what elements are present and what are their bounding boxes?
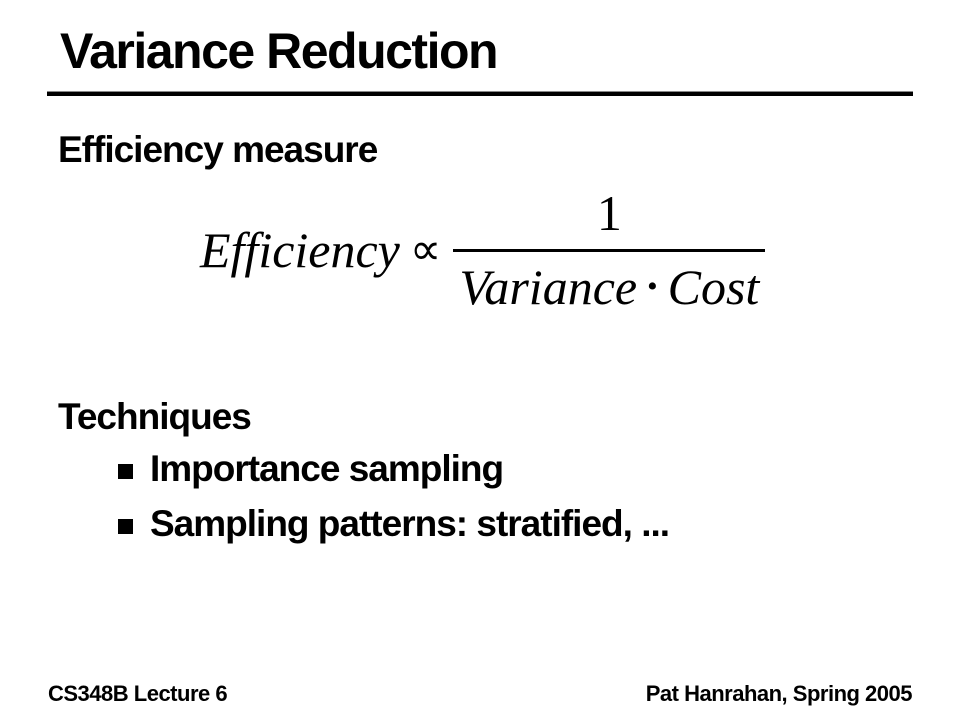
techniques-heading: Techniques [58, 396, 252, 437]
fraction-bar [453, 249, 766, 252]
slide-title: Variance Reduction [60, 23, 499, 79]
bullet-text: Sampling patterns: stratified, ... [150, 503, 670, 544]
formula-fraction: 1 Variance • Cost [453, 185, 766, 312]
multiplication-dot-icon: • [647, 270, 658, 303]
list-item: Importance sampling [118, 449, 669, 489]
footer-author-label: Pat Hanrahan, Spring 2005 [645, 681, 913, 706]
list-item: Sampling patterns: stratified, ... [118, 503, 670, 544]
proportional-to-symbol: ∝ [409, 225, 442, 274]
fraction-numerator: 1 [596, 185, 622, 241]
fraction-denominator: Variance • Cost [459, 252, 759, 312]
footer-course-label: CS348B Lecture 6 [48, 681, 228, 706]
footer: CS348B Lecture 6 Pat Hanrahan, Spring 20… [48, 681, 913, 707]
square-bullet-icon [118, 464, 133, 479]
square-bullet-icon [118, 519, 133, 534]
formula-lhs: Efficiency [200, 222, 400, 278]
bullet-text: Importance sampling [150, 448, 504, 489]
efficiency-measure-heading: Efficiency measure [58, 129, 378, 170]
denominator-cost: Cost [667, 259, 760, 315]
efficiency-formula: Efficiency ∝ 1 Variance • Cost [200, 185, 766, 312]
denominator-variance: Variance [459, 259, 638, 315]
title-divider [47, 91, 913, 96]
techniques-list: Importance sampling Sampling patterns: s… [118, 449, 670, 559]
